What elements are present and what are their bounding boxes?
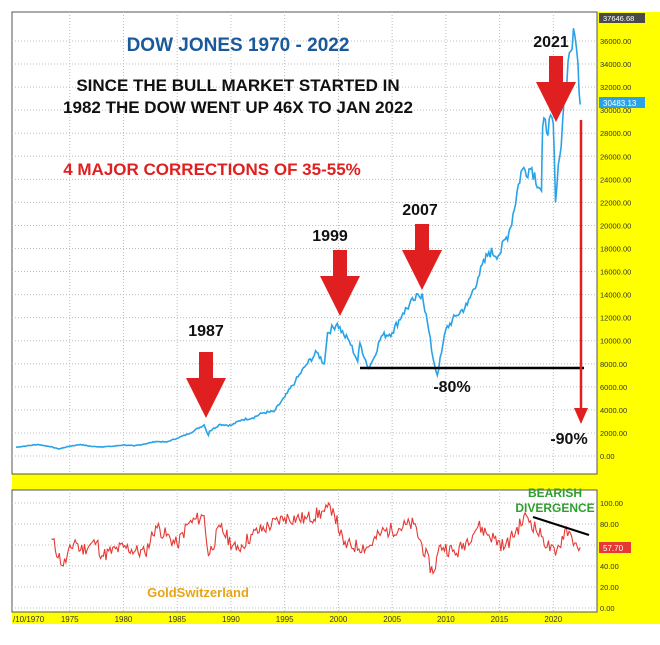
main-panel-frame — [11, 11, 598, 475]
main-y-tick-labels: 0.00 2000.00 4000.00 6000.00 8000.00 10000.00… — [600, 37, 631, 461]
main-y-tick-label: 34000.00 — [600, 60, 631, 69]
label-2007: 2007 — [402, 202, 438, 219]
label-1987: 1987 — [188, 323, 224, 340]
main-y-tick-label: 26000.00 — [600, 152, 631, 161]
x-tick-labels: /10/1970 1975 1980 1985 1990 1995 2000 2005 2010… — [13, 12, 563, 624]
main-y-tick-label: 14000.00 — [600, 291, 631, 300]
main-y-tick-label: 22000.00 — [600, 198, 631, 207]
osc-last-value-box — [599, 542, 631, 553]
osc-y-tick-label: 20.00 — [600, 583, 619, 592]
label-2021: 2021 — [533, 34, 569, 51]
top-value-marker: 37646.68 — [603, 14, 634, 23]
arrow-1987 — [186, 352, 226, 418]
main-y-tick-label: 4000.00 — [600, 406, 627, 415]
x-tick-label: /10/1970 — [13, 615, 45, 624]
main-y-tick-label: 16000.00 — [600, 268, 631, 277]
label-1999: 1999 — [312, 228, 348, 245]
x-tick-label: 1995 — [276, 615, 294, 624]
main-y-tick-label: 24000.00 — [600, 175, 631, 184]
subtitle-line-2: 1982 THE DOW WENT UP 46X TO JAN 2022 — [63, 98, 413, 117]
x-tick-label: 2020 — [544, 615, 562, 624]
x-tick-label: 1980 — [115, 615, 133, 624]
arrow-2007 — [402, 224, 442, 290]
main-y-tick-label: 0.00 — [600, 452, 615, 461]
x-tick-label: 2015 — [491, 615, 509, 624]
x-tick-label: 2005 — [383, 615, 401, 624]
corrections-highlight: 4 MAJOR CORRECTIONS OF 35-55% — [63, 160, 361, 179]
x-tick-label: 1990 — [222, 615, 240, 624]
label-minus-80: -80% — [433, 379, 470, 396]
osc-y-tick-label: 100.00 — [600, 499, 623, 508]
osc-last-value-marker: 57.70 — [603, 544, 624, 553]
bearish-label: BEARISH — [528, 486, 582, 500]
main-y-tick-label: 10000.00 — [600, 337, 631, 346]
osc-y-tick-label: 40.00 — [600, 562, 619, 571]
watermark-text: GoldSwitzerland — [147, 585, 249, 600]
x-tick-label: 1985 — [168, 615, 186, 624]
label-minus-90: -90% — [550, 431, 587, 448]
x-tick-label: 2000 — [329, 615, 347, 624]
main-y-tick-label: 20000.00 — [600, 221, 631, 230]
x-tick-label: 2010 — [437, 615, 455, 624]
subtitle-line-1: SINCE THE BULL MARKET STARTED IN — [76, 76, 399, 95]
main-y-tick-label: 28000.00 — [600, 129, 631, 138]
right-axis-band — [597, 12, 660, 624]
main-y-tick-label: 18000.00 — [600, 245, 631, 254]
x-axis-band — [12, 612, 660, 624]
last-value-marker-box — [599, 97, 645, 108]
osc-y-tick-label: 80.00 — [600, 520, 619, 529]
last-value-marker: 30483.13 — [603, 99, 637, 108]
arrow-1999 — [320, 250, 360, 316]
divergence-label: DIVERGENCE — [515, 501, 594, 515]
oscillator-series-line — [51, 501, 581, 575]
osc-y-tick-label: 0.00 — [600, 604, 615, 613]
main-y-tick-label: 2000.00 — [600, 429, 627, 438]
panel-separator-band — [12, 474, 597, 490]
main-y-tick-label: 12000.00 — [600, 314, 631, 323]
main-y-tick-label: 6000.00 — [600, 383, 627, 392]
main-y-tick-label: 8000.00 — [600, 360, 627, 369]
main-y-tick-label: 32000.00 — [600, 83, 631, 92]
divergence-line — [532, 516, 590, 536]
x-tick-label: 1975 — [61, 615, 79, 624]
oscillator-panel-frame — [11, 489, 598, 613]
main-y-tick-label: 36000.00 — [600, 37, 631, 46]
dow-jones-series-line — [15, 28, 581, 450]
top-value-marker-box — [599, 13, 645, 23]
main-y-tick-label: 30000.00 — [600, 106, 631, 115]
decline-arrow-head — [574, 408, 588, 424]
arrow-2021 — [536, 56, 576, 122]
chart-title: DOW JONES 1970 - 2022 — [127, 35, 350, 56]
